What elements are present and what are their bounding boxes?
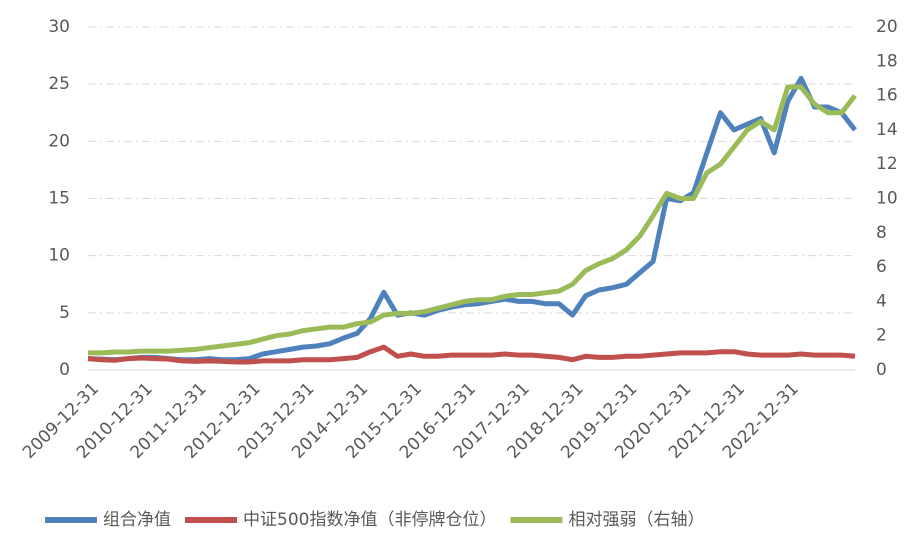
y2-tick-label: 14 bbox=[876, 120, 898, 140]
y-tick-label: 25 bbox=[48, 74, 70, 94]
y2-tick-label: 20 bbox=[876, 17, 898, 37]
y2-tick-label: 10 bbox=[876, 189, 898, 209]
y2-tick-label: 18 bbox=[876, 51, 898, 71]
y2-tick-label: 8 bbox=[876, 223, 887, 243]
y2-tick-label: 4 bbox=[876, 291, 887, 311]
y-tick-label: 30 bbox=[48, 17, 70, 37]
y-tick-label: 20 bbox=[48, 131, 70, 151]
y2-tick-label: 0 bbox=[876, 360, 887, 380]
series-line bbox=[88, 84, 857, 356]
y2-tick-label: 2 bbox=[876, 326, 887, 346]
series-line bbox=[87, 75, 857, 363]
series-line bbox=[87, 344, 856, 365]
y2-tick-label: 6 bbox=[876, 257, 887, 277]
y2-tick-label: 12 bbox=[876, 154, 898, 174]
legend-label: 中证500指数净值（非停牌仓位） bbox=[243, 510, 496, 530]
y2-tick-label: 16 bbox=[876, 86, 898, 106]
y-tick-label: 15 bbox=[48, 189, 70, 209]
y-tick-label: 0 bbox=[59, 360, 70, 380]
y-tick-label: 5 bbox=[59, 303, 70, 323]
y-tick-label: 10 bbox=[48, 246, 70, 266]
legend-label: 组合净值 bbox=[103, 510, 171, 530]
legend-label: 相对强弱（右轴） bbox=[568, 510, 704, 530]
